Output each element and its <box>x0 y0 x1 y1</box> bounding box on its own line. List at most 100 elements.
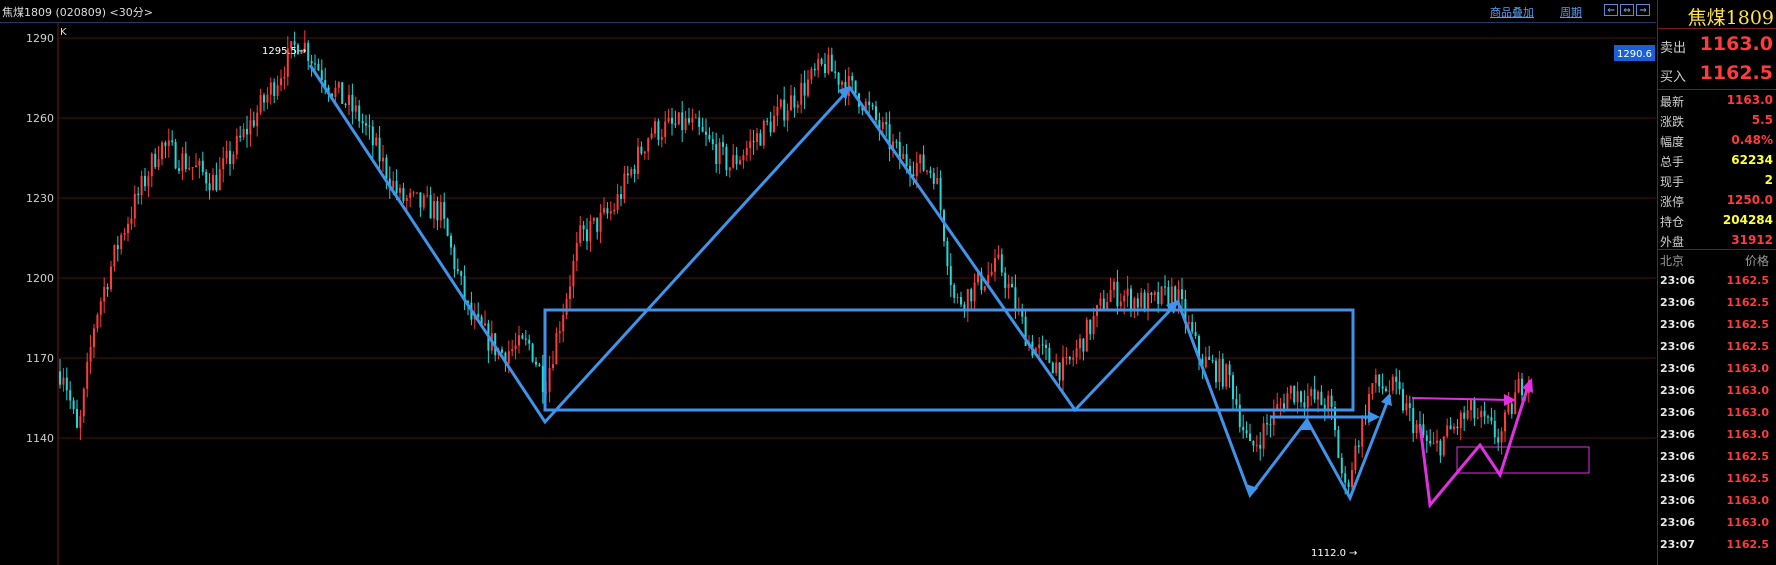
candle-body <box>630 169 633 176</box>
stat-row: 外盘 31912 <box>1658 230 1776 250</box>
candle-body <box>110 266 112 290</box>
stat-value: 2 <box>1764 173 1773 187</box>
candle-body <box>1150 292 1153 296</box>
candle-body <box>1011 283 1013 288</box>
candle-body <box>1500 431 1503 443</box>
candle-body <box>881 122 884 129</box>
candle-body <box>813 68 816 71</box>
candle-body <box>1306 395 1309 408</box>
candle-body <box>140 175 143 196</box>
candle-body <box>1504 412 1506 432</box>
candle-body <box>1255 444 1258 446</box>
overlay-commodity-link[interactable]: 商品叠加 <box>1490 6 1534 19</box>
period-link[interactable]: 周期 <box>1560 6 1582 19</box>
candle-body <box>953 285 956 298</box>
candle-body <box>225 150 228 159</box>
restore-icon[interactable]: ⇐ <box>1604 4 1618 16</box>
candle-body <box>174 142 177 169</box>
candle-body <box>1459 412 1462 429</box>
stat-label: 涨停 <box>1660 195 1685 209</box>
candle-body <box>1228 364 1231 376</box>
candle-body <box>133 193 136 219</box>
candle-body <box>371 126 374 146</box>
candle-body <box>1483 410 1486 417</box>
candle-body <box>450 235 452 248</box>
candle-body <box>453 247 456 270</box>
candle-body <box>1167 287 1170 306</box>
candle-body <box>215 174 218 191</box>
candle-body <box>399 188 401 193</box>
candle-body <box>677 112 680 125</box>
candle-body <box>932 173 935 184</box>
stat-label: 外盘 <box>1660 235 1685 249</box>
candle-body <box>1225 364 1228 387</box>
candle-body <box>1024 316 1027 346</box>
candle-body <box>416 192 418 194</box>
candle-body <box>1235 399 1238 405</box>
close-icon[interactable]: ⇒ <box>1636 4 1650 16</box>
candle-body <box>569 286 571 300</box>
candle-body <box>1140 292 1143 308</box>
candle-body <box>1429 440 1432 444</box>
candle-body <box>722 142 724 147</box>
candle-body <box>1279 403 1282 405</box>
candle-body <box>977 272 979 283</box>
candle-body <box>885 122 888 125</box>
candle-body <box>161 142 163 160</box>
maximize-icon[interactable]: ⇔ <box>1620 4 1634 16</box>
current-price-tag-text: 1290.6 <box>1617 49 1652 60</box>
candle-body <box>195 165 197 168</box>
candle-body <box>929 170 932 174</box>
candle-body <box>868 101 871 106</box>
candle-body <box>1051 362 1054 374</box>
arrowhead-icon <box>1166 300 1178 314</box>
tick-time: 23:06 <box>1660 428 1696 441</box>
divider <box>1658 28 1776 29</box>
candle-body <box>392 180 395 189</box>
candle-body <box>205 171 208 184</box>
candle-body <box>606 208 609 214</box>
candle-body <box>314 63 316 65</box>
tick-row: 23:06 1162.5 <box>1658 336 1776 358</box>
candle-body <box>1374 374 1377 384</box>
candle-body <box>864 101 867 111</box>
candle-body <box>1130 288 1132 311</box>
candle-body <box>300 50 303 54</box>
stat-label: 幅度 <box>1660 135 1685 149</box>
stat-value: 31912 <box>1731 233 1773 247</box>
candle-body <box>1245 430 1248 434</box>
candle-body <box>1473 399 1476 419</box>
candle-body <box>1412 407 1415 434</box>
candle-body <box>956 296 959 298</box>
candle-body <box>150 153 153 177</box>
candle-body <box>875 106 877 120</box>
tick-price: 1163.0 <box>1726 362 1769 375</box>
candle-body <box>1085 319 1088 352</box>
candle-body <box>1181 289 1183 300</box>
candle-body <box>103 287 106 302</box>
candle-body <box>439 202 442 221</box>
tick-price: 1163.0 <box>1726 384 1769 397</box>
candle-body <box>922 154 925 171</box>
candle-body <box>565 299 568 316</box>
candle-body <box>1055 362 1058 374</box>
candle-body <box>647 138 650 152</box>
candle-body <box>592 217 595 221</box>
candle-body <box>643 151 646 154</box>
candle-body <box>756 133 758 142</box>
candle-body <box>127 223 129 234</box>
pattern-zigzag-line <box>1418 379 1532 509</box>
candle-body <box>382 157 384 162</box>
range-box <box>543 308 1355 412</box>
pattern-target-arrow-line <box>1411 397 1513 401</box>
candle-body <box>562 315 565 332</box>
candle-body <box>1398 381 1401 390</box>
candle-body <box>728 167 731 171</box>
candle-body <box>1119 301 1122 307</box>
candle-body <box>524 338 527 340</box>
candle-body <box>1415 424 1418 434</box>
candle-body <box>229 150 231 165</box>
candle-body <box>412 192 415 194</box>
candlestick-chart[interactable]: 1290 1260 1230 1200 1170 1140 K 1295.5 → 1112… <box>0 23 1656 565</box>
candle-body <box>1303 402 1306 408</box>
